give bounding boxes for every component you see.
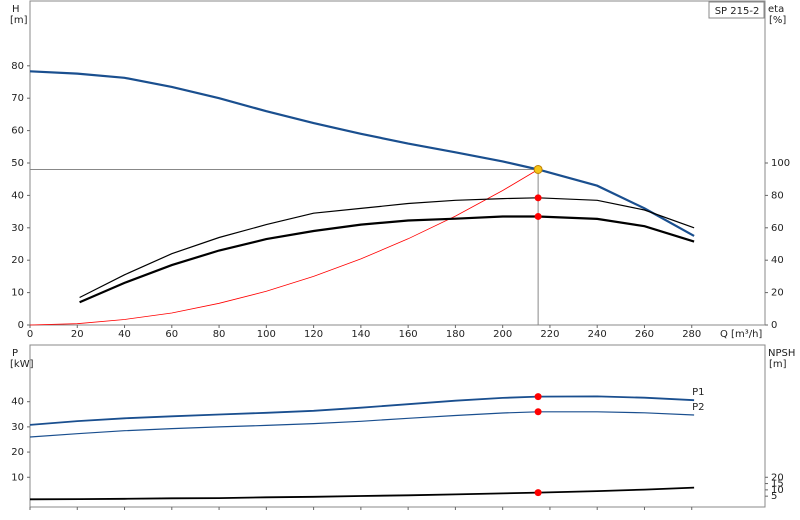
x-tick-label: 160 xyxy=(399,329,418,340)
y-axis-unit: [m] xyxy=(10,15,28,26)
chart-title: SP 215-2 xyxy=(715,6,760,17)
y2-tick-label: 40 xyxy=(771,255,784,266)
y-tick-label: 50 xyxy=(11,158,24,169)
y-tick-label: 60 xyxy=(11,126,24,137)
y2-tick-label: 5 xyxy=(771,491,777,502)
y2-tick-label: 0 xyxy=(771,320,777,331)
y2-tick-label: 20 xyxy=(771,472,784,483)
y2-tick-label: 60 xyxy=(771,223,784,234)
operating-dot xyxy=(534,408,542,416)
operating-dot xyxy=(534,194,542,202)
curve xyxy=(29,395,695,426)
operating-dot xyxy=(534,489,542,497)
curve-label: P2 xyxy=(692,402,704,413)
y-tick-label: 10 xyxy=(11,472,24,483)
y2-tick-label: 10 xyxy=(771,485,784,496)
x-tick-label: 180 xyxy=(446,329,465,340)
x-tick-label: 80 xyxy=(213,329,226,340)
y-tick-label: 20 xyxy=(11,255,24,266)
y2-tick-label: 15 xyxy=(771,479,784,490)
y-tick-label: 40 xyxy=(11,190,24,201)
curve xyxy=(29,486,695,501)
x-tick-label: 20 xyxy=(71,329,84,340)
x-tick-label: 100 xyxy=(257,329,276,340)
plot-frame xyxy=(29,344,766,508)
x-tick-label: 0 xyxy=(27,329,33,340)
x-tick-label: 60 xyxy=(165,329,178,340)
y-tick-label: 40 xyxy=(11,397,24,408)
y2-axis-label: NPSH xyxy=(768,348,795,359)
x-tick-label: 40 xyxy=(118,329,131,340)
title-box xyxy=(708,1,765,19)
y2-axis-unit: [%] xyxy=(769,15,786,26)
curve xyxy=(79,215,695,304)
y-tick-label: 20 xyxy=(11,447,24,458)
x-tick-label: 260 xyxy=(635,329,654,340)
y-tick-label: 30 xyxy=(11,223,24,234)
y-tick-label: 80 xyxy=(11,61,24,72)
x-tick-label: 220 xyxy=(540,329,559,340)
x-axis-label: Q [m³/h] xyxy=(720,329,762,340)
curve xyxy=(29,70,695,237)
y2-tick-label: 80 xyxy=(771,190,784,201)
y-tick-label: 30 xyxy=(11,422,24,433)
y2-axis-label: eta xyxy=(768,4,784,15)
curve xyxy=(29,411,695,438)
curve-label: P1 xyxy=(692,387,704,398)
x-tick-label: 240 xyxy=(588,329,607,340)
duty-point xyxy=(533,164,543,174)
operating-dot xyxy=(534,393,542,401)
y2-tick-label: 20 xyxy=(771,288,784,299)
y-tick-label: 0 xyxy=(18,320,24,331)
y-axis-label: P xyxy=(12,348,18,359)
x-tick-label: 280 xyxy=(682,329,701,340)
y-axis-unit: [kW] xyxy=(10,359,34,370)
y-tick-label: 10 xyxy=(11,288,24,299)
x-tick-label: 200 xyxy=(493,329,512,340)
curve xyxy=(79,197,695,299)
y2-axis-unit: [m] xyxy=(769,359,787,370)
operating-dot xyxy=(534,212,542,220)
x-tick-label: 120 xyxy=(304,329,323,340)
x-tick-label: 140 xyxy=(351,329,370,340)
curve xyxy=(29,169,539,326)
y-axis-label: H xyxy=(12,4,20,15)
y-tick-label: 70 xyxy=(11,93,24,104)
y2-tick-label: 100 xyxy=(771,158,790,169)
